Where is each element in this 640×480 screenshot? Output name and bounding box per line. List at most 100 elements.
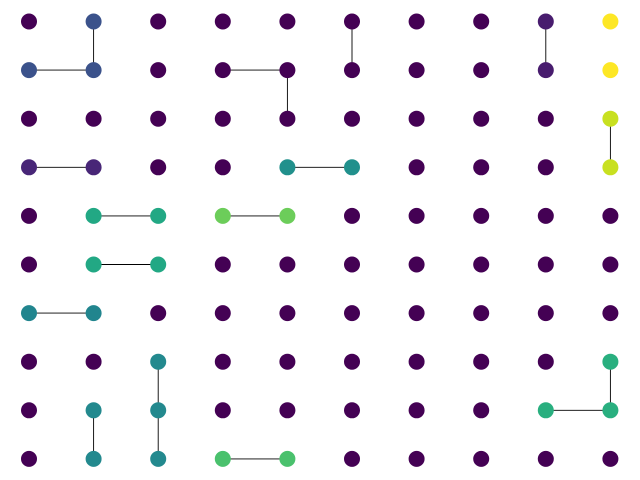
- graph-node-r5-c0: [21, 256, 37, 273]
- graph-node-r4-c4: [279, 207, 296, 224]
- graph-node-r8-c2: [150, 402, 167, 419]
- graph-node-r5-c3: [214, 256, 231, 273]
- graph-node-r7-c9: [602, 353, 619, 370]
- graph-node-r7-c8: [537, 353, 554, 370]
- graph-node-r5-c4: [279, 256, 296, 273]
- graph-node-r9-c5: [344, 450, 360, 467]
- graph-node-r9-c0: [21, 450, 37, 467]
- graph-node-r3-c3: [214, 159, 231, 176]
- graph-node-r1-c9: [602, 62, 619, 79]
- graph-node-r9-c7: [473, 450, 490, 467]
- graph-node-r5-c9: [602, 256, 619, 273]
- graph-node-r0-c8: [537, 13, 554, 30]
- graph-node-r8-c1: [85, 402, 102, 419]
- graph-node-r9-c8: [537, 450, 554, 467]
- graph-node-r4-c1: [85, 207, 102, 224]
- graph-node-r6-c3: [214, 305, 231, 322]
- graph-node-r2-c1: [85, 110, 102, 127]
- graph-node-r6-c5: [344, 305, 360, 322]
- graph-node-r5-c8: [537, 256, 554, 273]
- graph-node-r6-c8: [537, 305, 554, 322]
- graph-node-r5-c2: [150, 256, 167, 273]
- graph-node-r9-c6: [408, 450, 425, 467]
- graph-node-r9-c3: [214, 450, 231, 467]
- graph-node-r4-c0: [21, 207, 37, 224]
- graph-node-r3-c6: [408, 159, 425, 176]
- graph-node-r6-c4: [279, 305, 296, 322]
- graph-node-r1-c1: [85, 62, 102, 79]
- graph-node-r2-c8: [537, 110, 554, 127]
- graph-node-r1-c2: [150, 62, 167, 79]
- graph-node-r8-c4: [279, 402, 296, 419]
- graph-node-r1-c0: [21, 62, 37, 79]
- graph-node-r0-c9: [602, 13, 619, 30]
- graph-node-r1-c4: [279, 62, 296, 79]
- graph-node-r1-c6: [408, 62, 425, 79]
- graph-node-r7-c5: [344, 353, 360, 370]
- graph-node-r2-c0: [21, 110, 37, 127]
- graph-node-r2-c7: [473, 110, 490, 127]
- graph-node-r4-c3: [214, 207, 231, 224]
- graph-node-r8-c5: [344, 402, 360, 419]
- graph-node-r7-c4: [279, 353, 296, 370]
- graph-node-r9-c9: [602, 450, 619, 467]
- graph-node-r2-c3: [214, 110, 231, 127]
- graph-node-r3-c7: [473, 159, 490, 176]
- graph-node-r7-c1: [85, 353, 102, 370]
- graph-node-r7-c6: [408, 353, 425, 370]
- graph-node-r9-c2: [150, 450, 167, 467]
- graph-node-r1-c3: [214, 62, 231, 79]
- graph-node-r0-c4: [279, 13, 296, 30]
- graph-node-r2-c4: [279, 110, 296, 127]
- graph-node-r6-c9: [602, 305, 619, 322]
- graph-node-r5-c1: [85, 256, 102, 273]
- graph-node-r3-c0: [21, 159, 37, 176]
- graph-node-r0-c0: [21, 13, 37, 30]
- graph-node-r4-c9: [602, 207, 619, 224]
- graph-node-r6-c1: [85, 305, 102, 322]
- graph-node-r6-c0: [21, 305, 37, 322]
- graph-node-r3-c2: [150, 159, 167, 176]
- graph-node-r1-c5: [344, 62, 360, 79]
- graph-node-r3-c1: [85, 159, 102, 176]
- graph-node-r0-c7: [473, 13, 490, 30]
- graph-node-r7-c2: [150, 353, 167, 370]
- graph-node-r4-c5: [344, 207, 360, 224]
- graph-node-r4-c2: [150, 207, 167, 224]
- graph-node-r7-c0: [21, 353, 37, 370]
- graph-node-r3-c5: [344, 159, 360, 176]
- graph-node-r5-c6: [408, 256, 425, 273]
- graph-node-r9-c4: [279, 450, 296, 467]
- graph-node-r5-c5: [344, 256, 360, 273]
- graph-node-r0-c6: [408, 13, 425, 30]
- graph-node-r3-c9: [602, 159, 619, 176]
- graph-node-r5-c7: [473, 256, 490, 273]
- graph-node-r1-c7: [473, 62, 490, 79]
- graph-node-r2-c6: [408, 110, 425, 127]
- graph-node-r4-c7: [473, 207, 490, 224]
- graph-node-r2-c5: [344, 110, 360, 127]
- graph-node-r0-c3: [214, 13, 231, 30]
- graph-node-r4-c6: [408, 207, 425, 224]
- graph-node-r8-c8: [537, 402, 554, 419]
- graph-node-r8-c7: [473, 402, 490, 419]
- graph-node-r3-c4: [279, 159, 296, 176]
- graph-node-r0-c5: [344, 13, 360, 30]
- edge-layer: [29, 21, 611, 460]
- graph-node-r2-c9: [602, 110, 619, 127]
- graph-node-r7-c7: [473, 353, 490, 370]
- graph-node-r3-c8: [537, 159, 554, 176]
- graph-node-r1-c8: [537, 62, 554, 79]
- graph-node-r8-c3: [214, 402, 231, 419]
- graph-node-r0-c1: [85, 13, 102, 30]
- graph-node-r7-c3: [214, 353, 231, 370]
- graph-node-r2-c2: [150, 110, 167, 127]
- graph-node-r4-c8: [537, 207, 554, 224]
- graph-node-r0-c2: [150, 13, 167, 30]
- graph-node-r6-c2: [150, 305, 167, 322]
- graph-node-r8-c0: [21, 402, 37, 419]
- graph-node-r8-c6: [408, 402, 425, 419]
- graph-node-r6-c6: [408, 305, 425, 322]
- graph-node-r9-c1: [85, 450, 102, 467]
